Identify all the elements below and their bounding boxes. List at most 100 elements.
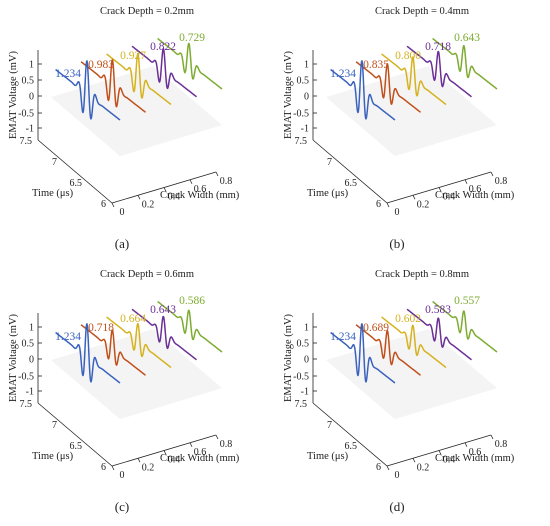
waveform-series bbox=[355, 324, 421, 376]
peak-value-label: 0.718 bbox=[425, 41, 451, 53]
z-tick-label: -0.5 bbox=[293, 109, 309, 120]
z-tick-label: 0.5 bbox=[297, 339, 310, 350]
width-tick-label: 0 bbox=[120, 207, 125, 218]
panel-title: Crack Depth = 0.6mm bbox=[100, 269, 194, 280]
waveform-series bbox=[406, 308, 472, 361]
peak-value-label: 0.602 bbox=[395, 313, 421, 325]
width-tick-mark bbox=[386, 202, 390, 208]
peak-value-label: 0.583 bbox=[425, 304, 451, 316]
peak-value-label: 0.664 bbox=[120, 313, 146, 325]
waveform-series bbox=[157, 37, 223, 90]
width-tick-label: 0.8 bbox=[220, 439, 233, 450]
time-tick-label: 6.5 bbox=[70, 441, 83, 452]
panel-title: Crack Depth = 0.8mm bbox=[375, 269, 469, 280]
waveform-series bbox=[157, 300, 223, 353]
peak-value-label: 1.234 bbox=[55, 68, 81, 80]
z-tick-label: 1 bbox=[304, 60, 309, 71]
chart-panel-c: Crack Depth = 0.6mm -1 -0.5 0 0.5 1 6 6.5 7 7.5 0 0… bbox=[0, 263, 275, 526]
chart-svg-a: Crack Depth = 0.2mm -1 -0.5 0 0.5 1 6 6.5 7 7.5 0 0… bbox=[8, 6, 240, 251]
peak-value-label: 0.983 bbox=[88, 59, 114, 71]
width-tick-label: 0.4 bbox=[443, 192, 456, 203]
width-tick-mark bbox=[189, 179, 193, 184]
chart-svg-d: Crack Depth = 0.8mm -1 -0.5 0 0.5 1 6 6.5 7 7.5 0 0… bbox=[283, 269, 515, 514]
time-axis-title: Time (μs) bbox=[307, 451, 349, 462]
width-tick-mark bbox=[438, 187, 442, 192]
time-tick-label: 7.5 bbox=[20, 136, 33, 147]
width-tick-label: 0.6 bbox=[469, 184, 482, 195]
waveform-series bbox=[131, 308, 197, 361]
time-tick-label: 7.5 bbox=[20, 399, 33, 410]
time-tick-label: 6 bbox=[376, 462, 381, 473]
floor-plane bbox=[326, 329, 497, 420]
floor-plane bbox=[51, 329, 222, 420]
z-tick-label: 1 bbox=[29, 60, 34, 71]
z-tick-label: -1 bbox=[26, 387, 34, 398]
width-tick-mark bbox=[490, 434, 494, 440]
peak-value-label: 0.718 bbox=[88, 322, 114, 334]
width-tick-mark bbox=[438, 450, 442, 455]
waveform-series bbox=[55, 323, 121, 384]
peak-value-label: 0.927 bbox=[120, 50, 146, 62]
width-axis-title: Crack Width (mm) bbox=[160, 190, 240, 201]
time-tick-label: 7 bbox=[52, 157, 57, 168]
time-tick-label: 6 bbox=[376, 199, 381, 210]
peak-value-label: 0.643 bbox=[454, 32, 480, 44]
z-tick-label: 1 bbox=[29, 323, 34, 334]
peak-value-label: 1.234 bbox=[330, 68, 356, 80]
waveform-series bbox=[80, 59, 146, 113]
time-axis-line bbox=[37, 139, 113, 204]
time-axis-line bbox=[312, 139, 388, 204]
peak-value-label: 1.234 bbox=[330, 331, 356, 343]
time-axis-line bbox=[312, 402, 388, 467]
time-tick-label: 7 bbox=[52, 420, 57, 431]
waveform-series bbox=[106, 316, 172, 369]
width-tick-label: 0.4 bbox=[443, 455, 456, 466]
width-tick-label: 0.8 bbox=[495, 176, 508, 187]
chart-svg-b: Crack Depth = 0.4mm -1 -0.5 0 0.5 1 6 6.5 7 7.5 0 0… bbox=[283, 6, 515, 251]
width-tick-mark bbox=[163, 450, 167, 455]
waveform-series bbox=[131, 45, 197, 98]
time-axis-title: Time (μs) bbox=[32, 188, 74, 199]
width-axis-title: Crack Width (mm) bbox=[435, 190, 515, 201]
z-tick-label: -0.5 bbox=[18, 109, 34, 120]
time-axis-title: Time (μs) bbox=[307, 188, 349, 199]
z-tick-label: -1 bbox=[301, 387, 309, 398]
time-tick-label: 6.5 bbox=[345, 441, 358, 452]
width-tick-label: 0 bbox=[120, 470, 125, 481]
width-tick-mark bbox=[137, 195, 141, 200]
peak-value-label: 0.689 bbox=[363, 322, 389, 334]
width-axis-title: Crack Width (mm) bbox=[435, 453, 515, 464]
time-axis-line bbox=[37, 402, 113, 467]
waveform-series bbox=[432, 37, 498, 90]
peak-value-label: 0.643 bbox=[150, 304, 176, 316]
width-tick-mark bbox=[111, 202, 115, 208]
peak-value-label: 0.800 bbox=[395, 50, 421, 62]
time-tick-label: 6 bbox=[101, 199, 106, 210]
waveform-series bbox=[330, 323, 396, 384]
chart-panel-d: Crack Depth = 0.8mm -1 -0.5 0 0.5 1 6 6.5 7 7.5 0 0… bbox=[275, 263, 550, 526]
z-tick-label: 0 bbox=[29, 355, 34, 366]
waveform-series bbox=[355, 61, 421, 113]
time-tick-label: 6.5 bbox=[345, 178, 358, 189]
width-tick-label: 0 bbox=[395, 470, 400, 481]
peak-value-label: 0.835 bbox=[363, 59, 389, 71]
waveform-series bbox=[80, 324, 146, 376]
width-tick-mark bbox=[464, 442, 468, 447]
panel-title: Crack Depth = 0.4mm bbox=[375, 6, 469, 17]
waveform-series bbox=[330, 60, 396, 121]
width-tick-mark bbox=[163, 187, 167, 192]
time-axis-title: Time (μs) bbox=[32, 451, 74, 462]
z-tick-label: 0.5 bbox=[22, 339, 35, 350]
panel-caption: (c) bbox=[115, 499, 129, 514]
width-tick-label: 0.8 bbox=[220, 176, 233, 187]
width-tick-label: 0 bbox=[395, 207, 400, 218]
time-tick-label: 6.5 bbox=[70, 178, 83, 189]
waveform-series bbox=[381, 316, 447, 369]
peak-value-label: 0.586 bbox=[179, 295, 205, 307]
panel-caption: (d) bbox=[389, 499, 404, 514]
z-tick-label: 0.5 bbox=[297, 76, 310, 87]
width-axis-title: Crack Width (mm) bbox=[160, 453, 240, 464]
z-tick-label: 0 bbox=[304, 92, 309, 103]
time-tick-label: 7.5 bbox=[295, 136, 308, 147]
time-tick-label: 7.5 bbox=[295, 399, 308, 410]
